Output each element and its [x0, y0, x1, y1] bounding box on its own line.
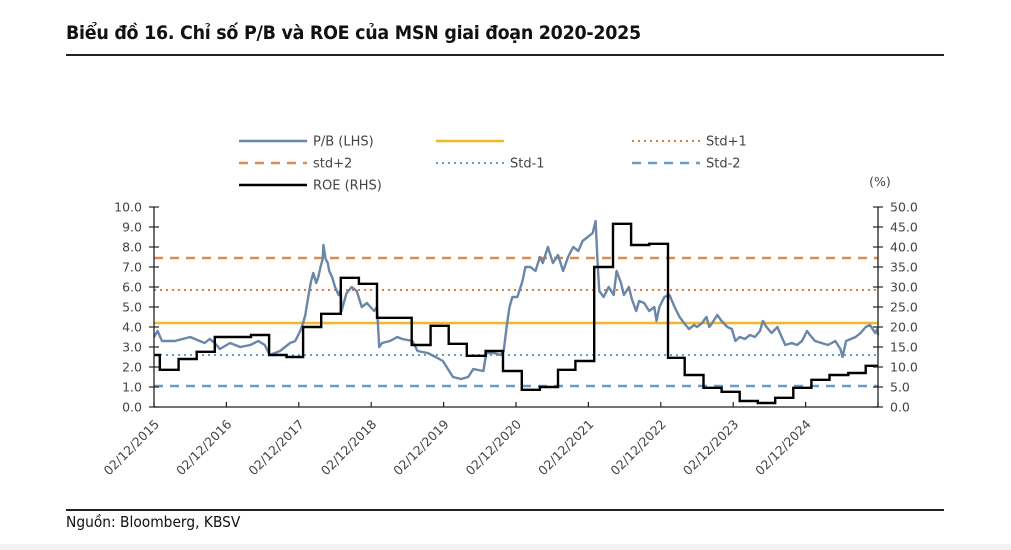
- x-tick-label: 02/12/2017: [245, 417, 307, 479]
- x-tick-label: 02/12/2019: [390, 416, 452, 478]
- title-divider: [66, 54, 944, 56]
- right-tick-label: 20.0: [890, 320, 918, 335]
- left-tick-label: 3.0: [122, 340, 142, 355]
- x-tick-label: 02/12/2018: [318, 416, 380, 478]
- right-tick-label: 0.0: [890, 400, 910, 415]
- source-divider: [66, 509, 944, 511]
- legend-label-std-plus-2: std+2: [313, 157, 352, 172]
- roe-line: [154, 222, 878, 405]
- left-tick-label: 6.0: [122, 280, 142, 295]
- left-tick-label: 0.0: [122, 400, 142, 415]
- legend-label-roe: ROE (RHS): [313, 179, 382, 194]
- x-tick-label: 02/12/2015: [101, 417, 163, 479]
- x-tick-label: 02/12/2021: [535, 417, 597, 479]
- right-tick-label: 10.0: [890, 360, 918, 375]
- right-tick-label: 50.0: [890, 200, 918, 215]
- source-note: Nguồn: Bloomberg, KBSV: [66, 513, 241, 531]
- right-tick-label: 35.0: [890, 260, 918, 275]
- right-tick-label: 40.0: [890, 240, 918, 255]
- legend-label-std-plus-1: Std+1: [706, 135, 747, 150]
- x-tick-label: 02/12/2022: [607, 417, 669, 479]
- right-tick-label: 45.0: [890, 220, 918, 235]
- x-tick-label: 02/12/2016: [173, 416, 235, 478]
- left-tick-label: 5.0: [122, 300, 142, 315]
- left-tick-label: 9.0: [122, 220, 142, 235]
- legend-label-std-minus-2: Std-2: [706, 157, 741, 172]
- x-tick-label: 02/12/2024: [752, 416, 814, 478]
- left-tick-label: 10.0: [114, 200, 142, 215]
- bottom-band: [0, 544, 1011, 550]
- left-tick-label: 4.0: [122, 320, 142, 335]
- legend-label-std-minus-1: Std-1: [510, 157, 545, 172]
- right-axis-unit: (%): [869, 174, 891, 189]
- left-tick-label: 8.0: [122, 240, 142, 255]
- legend: P/B (LHS) Std+1 std+2 Std-1 Std-2 ROE (RHS): [239, 135, 747, 194]
- reference-lines: [154, 256, 878, 388]
- x-tick-label: 02/12/2023: [680, 417, 742, 479]
- right-tick-label: 30.0: [890, 280, 918, 295]
- left-tick-label: 7.0: [122, 260, 142, 275]
- right-tick-label: 5.0: [890, 380, 910, 395]
- left-tick-label: 1.0: [122, 380, 142, 395]
- series-layer: [152, 219, 880, 405]
- left-tick-label: 2.0: [122, 360, 142, 375]
- axes: 0.0 1.0 2.0 3.0 4.0 5.0 6.0 7.0 8.0 9.0 10.0 0.0 5.0…: [101, 174, 918, 478]
- right-tick-label: 25.0: [890, 300, 918, 315]
- x-tick-label: 02/12/2020: [463, 416, 525, 478]
- chart-title: Biểu đồ 16. Chỉ số P/B và ROE của MSN gi…: [66, 22, 641, 44]
- pb-line: [152, 219, 880, 381]
- legend-label-pb: P/B (LHS): [313, 135, 374, 150]
- right-tick-label: 15.0: [890, 340, 918, 355]
